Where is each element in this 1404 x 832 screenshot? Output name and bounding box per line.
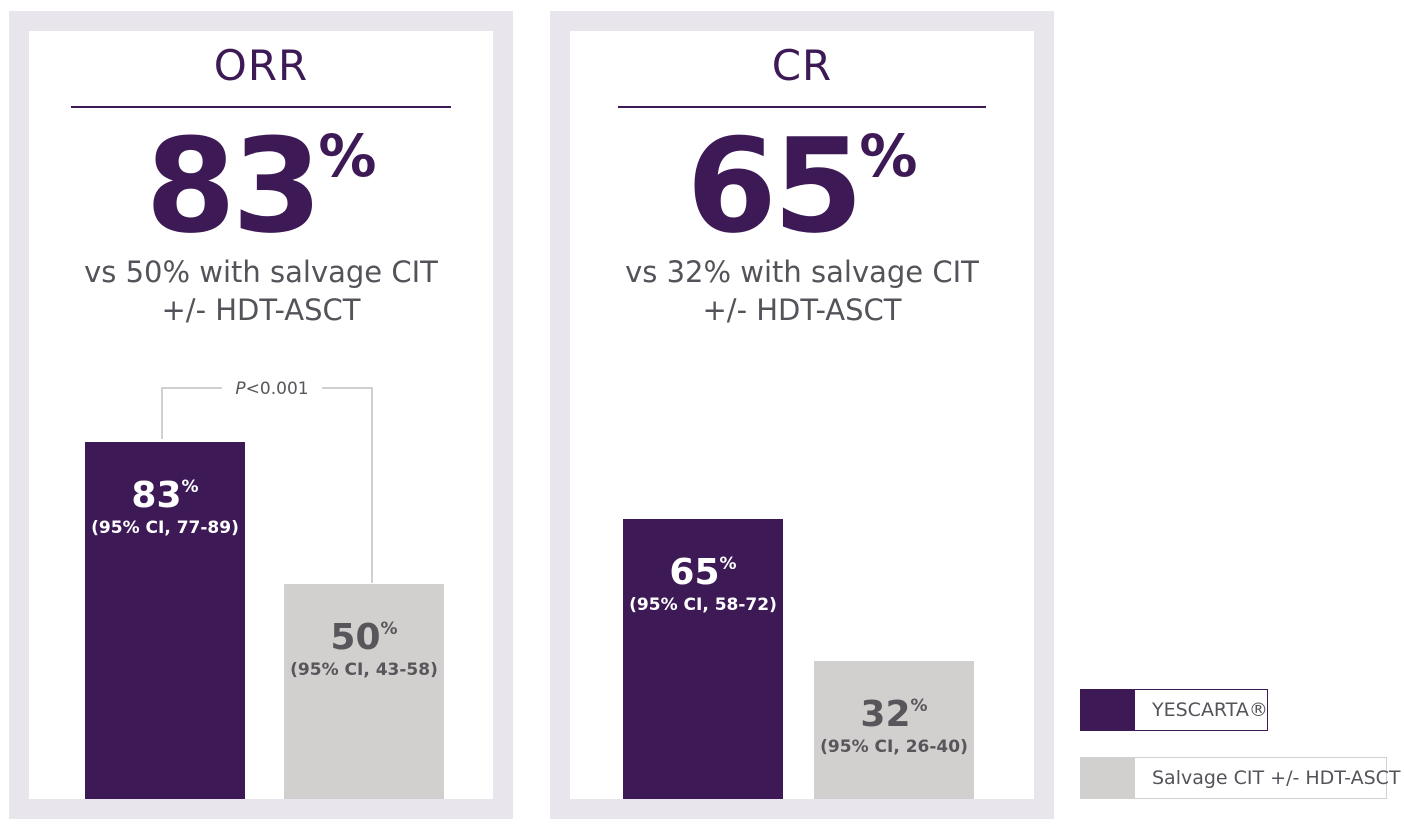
orr-bar-yescarta-unit: % xyxy=(181,477,199,497)
legend-item-salvage: Salvage CIT +/- HDT-ASCT xyxy=(1080,757,1401,799)
orr-headline-unit: % xyxy=(318,122,377,190)
legend-label-yescarta: YESCARTA® xyxy=(1152,699,1268,721)
orr-bar-salvage-label: 50% (95% CI, 43-58) xyxy=(284,618,444,682)
orr-title: ORR xyxy=(213,41,309,90)
cr-bar-salvage-value: 32% xyxy=(814,695,974,735)
orr-p-symbol: P xyxy=(235,379,246,399)
cr-bar-salvage: 32% (95% CI, 26-40) xyxy=(814,661,974,799)
orr-p-text: <0.001 xyxy=(245,379,309,399)
cr-bar-salvage-label: 32% (95% CI, 26-40) xyxy=(814,695,974,759)
cr-bar-salvage-ci: (95% CI, 26-40) xyxy=(820,737,968,757)
legend-swatch-yescarta xyxy=(1081,690,1135,730)
orr-bar-yescarta-label: 83% (95% CI, 77-89) xyxy=(85,476,245,540)
cr-title: CR xyxy=(771,41,833,90)
orr-bar-salvage: 50% (95% CI, 43-58) xyxy=(284,584,444,799)
cr-bar-yescarta-label: 65% (95% CI, 58-72) xyxy=(623,553,783,617)
orr-comparison-line-2: +/- HDT-ASCT xyxy=(161,293,361,327)
orr-bar-yescarta-ci: (95% CI, 77-89) xyxy=(91,518,239,538)
cr-bar-salvage-number: 32 xyxy=(860,694,911,735)
orr-bar-yescarta-value: 83% xyxy=(85,476,245,516)
cr-comparison-line-2: +/- HDT-ASCT xyxy=(702,293,902,327)
cr-bar-yescarta-unit: % xyxy=(719,554,737,574)
orr-panel-card: ORR 83% vs 50% with salvage CIT +/- HDT-… xyxy=(29,31,493,799)
orr-panel: ORR 83% vs 50% with salvage CIT +/- HDT-… xyxy=(9,11,513,819)
cr-bar-yescarta: 65% (95% CI, 58-72) xyxy=(623,519,783,799)
cr-comparison-text: vs 32% with salvage CIT +/- HDT-ASCT xyxy=(590,253,1014,329)
orr-bar-salvage-value: 50% xyxy=(284,618,444,658)
cr-headline-number: 65 xyxy=(686,110,863,262)
cr-panel: CR 65% vs 32% with salvage CIT +/- HDT-A… xyxy=(550,11,1054,819)
cr-headline-value: 65% xyxy=(570,121,1034,251)
orr-bar-salvage-number: 50 xyxy=(330,617,381,658)
cr-bar-yescarta-ci: (95% CI, 58-72) xyxy=(629,595,777,615)
orr-bar-yescarta: 83% (95% CI, 77-89) xyxy=(85,442,245,799)
orr-divider xyxy=(71,106,451,108)
legend-item-yescarta: YESCARTA® xyxy=(1080,689,1268,731)
legend-label-salvage: Salvage CIT +/- HDT-ASCT xyxy=(1152,767,1401,789)
cr-panel-card: CR 65% vs 32% with salvage CIT +/- HDT-A… xyxy=(570,31,1034,799)
orr-bar-salvage-unit: % xyxy=(380,619,398,639)
orr-headline-number: 83 xyxy=(145,110,322,262)
cr-divider xyxy=(618,106,986,108)
cr-bar-yescarta-number: 65 xyxy=(669,552,720,593)
orr-bar-yescarta-number: 83 xyxy=(131,475,182,516)
cr-headline-unit: % xyxy=(859,122,918,190)
orr-comparison-line-1: vs 50% with salvage CIT xyxy=(84,255,438,289)
orr-comparison-text: vs 50% with salvage CIT +/- HDT-ASCT xyxy=(49,253,473,329)
orr-headline-value: 83% xyxy=(29,121,493,251)
cr-bar-salvage-unit: % xyxy=(910,696,928,716)
legend-swatch-salvage xyxy=(1081,758,1135,798)
orr-bar-salvage-ci: (95% CI, 43-58) xyxy=(290,660,438,680)
cr-bar-yescarta-value: 65% xyxy=(623,553,783,593)
cr-comparison-line-1: vs 32% with salvage CIT xyxy=(625,255,979,289)
orr-p-value: P<0.001 xyxy=(222,379,322,399)
